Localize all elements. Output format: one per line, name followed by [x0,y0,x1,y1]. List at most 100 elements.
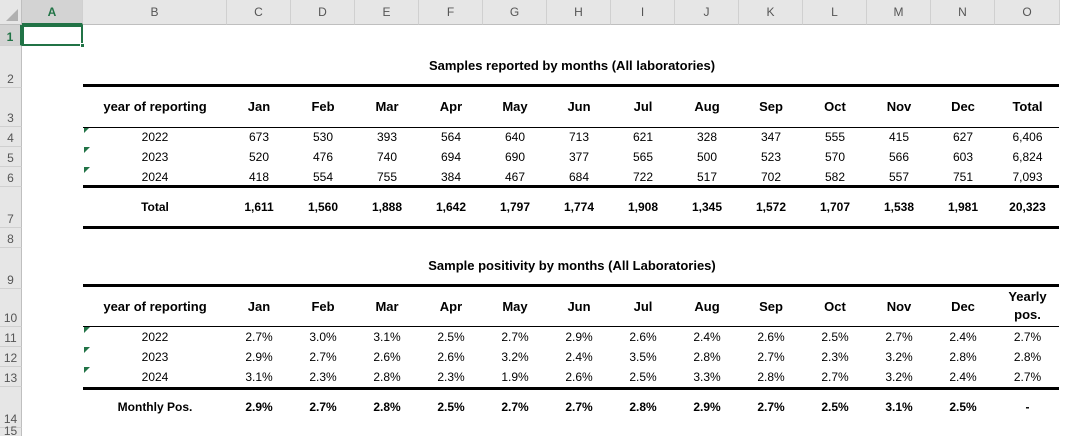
table1-total-cell: 1,560 [307,200,339,214]
table2-yearly-pos-header: Yearly pos. [995,288,1060,324]
row-header-6[interactable]: 6 [0,167,22,187]
table2-total-cell: 2.5% [821,400,849,414]
error-indicator-icon [84,147,90,153]
table1-data-cell: 702 [760,170,782,184]
table2-data-cell: 3.2% [885,370,913,384]
active-cell-a1[interactable] [22,25,83,46]
table1-data-cell: 627 [952,130,974,144]
row-header-9[interactable]: 9 [0,248,22,289]
table2-data-cell: 2.8% [949,350,977,364]
table1-data-cell: 582 [824,170,846,184]
table1-data-cell: 566 [888,150,910,164]
row-header-1[interactable]: 1 [0,25,22,46]
table2-data-cell: 2.4% [693,330,721,344]
row-header-3[interactable]: 3 [0,88,22,127]
column-header-m[interactable]: M [867,0,931,25]
table2-data-cell: 2.6% [373,350,401,364]
row-header-15[interactable]: 15 [0,424,22,436]
table1-data-cell: 418 [248,170,270,184]
row-header-13[interactable]: 13 [0,367,22,387]
table2-total-cell: 2.5% [949,400,977,414]
table2-data-cell: 3.2% [885,350,913,364]
column-header-f[interactable]: F [419,0,483,25]
table1-header-cell: Feb [311,99,335,114]
table1-data-cell: 640 [504,130,526,144]
table1-data-cell: 722 [632,170,654,184]
table2-data-cell: 2.4% [565,350,593,364]
table2-data-cell: 3.0% [309,330,337,344]
table1-data-cell: 755 [376,170,398,184]
table1-header-cell: Total [1012,99,1043,114]
table2-data-cell: 3.5% [629,350,657,364]
row-header-10[interactable]: 10 [0,289,22,327]
table1-data-cell: 393 [376,130,398,144]
table2-total-cell: 2.7% [501,400,529,414]
table2-data-cell: 3.1% [373,330,401,344]
row-header-2[interactable]: 2 [0,46,22,88]
table2-total-border [83,387,1059,390]
table2-data-cell: 2.5% [821,330,849,344]
column-header-j[interactable]: J [675,0,739,25]
row-header-4[interactable]: 4 [0,127,22,147]
column-header-o[interactable]: O [995,0,1060,25]
table2-header-cell: May [502,299,528,314]
column-header-g[interactable]: G [483,0,547,25]
column-header-e[interactable]: E [355,0,419,25]
column-header-i[interactable]: I [611,0,675,25]
table2-data-cell: 3.1% [245,370,273,384]
table2-data-cell: 2023 [141,350,169,364]
table2-data-cell: 2.9% [245,350,273,364]
table1-data-cell: 415 [888,130,910,144]
error-indicator-icon [84,347,90,353]
fill-handle[interactable] [80,43,85,48]
select-all-corner[interactable] [0,0,22,25]
table2-header-cell: Aug [694,299,720,314]
table1-data-cell: 347 [760,130,782,144]
table1-header-cell: Jan [247,99,271,114]
table2-total-cell: 2.9% [693,400,721,414]
row-header-11[interactable]: 11 [0,327,22,347]
row-header-7[interactable]: 7 [0,187,22,228]
error-indicator-icon [84,327,90,333]
table2-header-cell: Feb [311,299,335,314]
column-header-k[interactable]: K [739,0,803,25]
table2-data-cell: 1.9% [501,370,529,384]
yearly-pos-header-line2: pos. [1014,307,1041,322]
table1-total-cell: 1,774 [563,200,595,214]
table2-data-cell: 2.6% [629,330,657,344]
table2-header-cell: Mar [375,299,399,314]
table2-header-cell: year of reporting [103,299,207,314]
table1-total-cell: 20,323 [1009,200,1046,214]
table1-header-cell: Dec [951,99,975,114]
table1-data-cell: 500 [696,150,718,164]
column-header-a[interactable]: A [22,0,83,25]
table2-data-cell: 2.7% [757,350,785,364]
table1-total-border [83,185,1059,188]
table1-data-cell: 520 [248,150,270,164]
row-header-12[interactable]: 12 [0,347,22,367]
table2-data-cell: 2.5% [437,330,465,344]
table2-data-cell: 2.5% [629,370,657,384]
table2-total-cell: 3.1% [885,400,913,414]
row-header-8[interactable]: 8 [0,228,22,248]
table2-header-cell: Nov [886,299,912,314]
table1-data-cell: 377 [568,150,590,164]
table2-header-cell: Jul [633,299,653,314]
column-header-c[interactable]: C [227,0,291,25]
table1-header-cell: Sep [759,99,783,114]
column-header-n[interactable]: N [931,0,995,25]
column-header-l[interactable]: L [803,0,867,25]
column-header-d[interactable]: D [291,0,355,25]
table2-data-cell: 2.6% [565,370,593,384]
table1-header-cell: Jun [567,99,591,114]
table1-total-cell: 1,888 [371,200,403,214]
table2-header-cell: Jun [567,299,591,314]
column-header-b[interactable]: B [83,0,227,25]
row-header-14[interactable]: 14 [0,387,22,428]
table1-total-cell: 1,572 [755,200,787,214]
table2-data-cell: 2.6% [757,330,785,344]
column-header-h[interactable]: H [547,0,611,25]
row-header-5[interactable]: 5 [0,147,22,167]
table1-data-cell: 517 [696,170,718,184]
